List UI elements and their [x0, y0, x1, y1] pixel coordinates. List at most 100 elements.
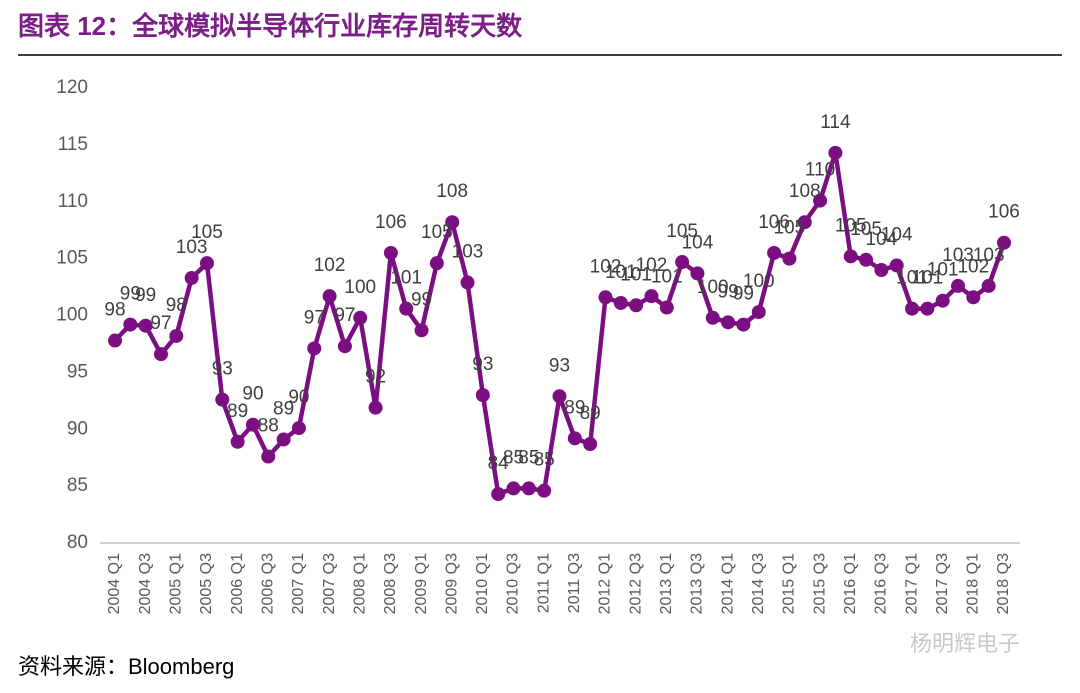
data-label: 97 — [334, 305, 355, 326]
data-label: 103 — [973, 245, 1005, 266]
data-label: 85 — [534, 450, 555, 471]
data-label: 99 — [411, 289, 432, 310]
point — [675, 255, 690, 270]
x-tick-label: 2017 Q3 — [934, 553, 951, 614]
x-tick-label: 2015 Q3 — [811, 553, 828, 614]
watermark: 杨明辉电子 — [910, 631, 1020, 656]
point — [414, 323, 429, 338]
data-label: 92 — [365, 367, 386, 388]
y-tick-label: 90 — [67, 418, 88, 439]
x-tick-label: 2008 Q3 — [382, 553, 399, 614]
x-tick-label: 2010 Q3 — [505, 553, 522, 614]
point — [981, 278, 996, 293]
point — [291, 421, 306, 436]
x-tick-label: 2005 Q1 — [168, 553, 185, 614]
data-label: 99 — [120, 284, 141, 305]
point — [552, 389, 567, 404]
point — [491, 487, 506, 502]
y-tick-label: 105 — [56, 248, 88, 269]
point — [935, 293, 950, 308]
x-tick-label: 2006 Q3 — [259, 553, 276, 614]
data-label: 93 — [472, 354, 493, 375]
point — [889, 258, 904, 273]
data-label: 99 — [718, 281, 739, 302]
x-tick-label: 2007 Q3 — [321, 553, 338, 614]
data-label: 104 — [866, 229, 898, 250]
y-tick-label: 80 — [67, 532, 88, 553]
point — [721, 315, 736, 330]
data-label: 101 — [620, 264, 652, 285]
data-label: 98 — [104, 300, 125, 321]
x-tick-label: 2012 Q1 — [597, 553, 614, 614]
point — [767, 245, 782, 260]
point — [169, 328, 184, 343]
point — [199, 256, 214, 271]
point — [521, 481, 536, 496]
x-tick-label: 2006 Q1 — [229, 553, 246, 614]
x-tick-label: 2012 Q3 — [627, 553, 644, 614]
data-label: 105 — [421, 222, 453, 243]
point — [184, 270, 199, 285]
x-tick-label: 2014 Q1 — [719, 553, 736, 614]
x-tick-label: 2004 Q3 — [137, 553, 154, 614]
point — [368, 400, 383, 415]
point — [598, 290, 613, 305]
point — [123, 317, 138, 332]
point — [859, 252, 874, 267]
point — [782, 251, 797, 266]
point — [460, 275, 475, 290]
data-label: 89 — [227, 401, 248, 422]
point — [920, 301, 935, 316]
data-label: 97 — [304, 308, 325, 329]
x-tick-label: 2007 Q1 — [290, 553, 307, 614]
data-label: 104 — [682, 232, 714, 253]
x-tick-label: 2016 Q3 — [873, 553, 890, 614]
point — [383, 245, 398, 260]
point — [828, 145, 843, 160]
x-tick-label: 2015 Q1 — [781, 553, 798, 614]
point — [905, 301, 920, 316]
point — [659, 300, 674, 315]
y-tick-label: 100 — [56, 305, 88, 326]
data-label: 100 — [697, 277, 729, 298]
x-tick-label: 2009 Q1 — [413, 553, 430, 614]
point — [307, 341, 322, 356]
data-label: 90 — [242, 384, 263, 405]
data-label: 93 — [212, 359, 233, 380]
y-tick-label: 110 — [58, 191, 88, 212]
y-tick-label: 115 — [58, 134, 88, 155]
x-tick-label: 2013 Q3 — [689, 553, 706, 614]
data-label: 84 — [488, 453, 510, 474]
data-label: 105 — [774, 218, 806, 239]
data-label: 105 — [850, 219, 882, 240]
data-label: 85 — [503, 447, 524, 468]
data-label: 102 — [636, 255, 668, 276]
data-label: 105 — [666, 221, 698, 242]
data-label: 101 — [651, 267, 683, 288]
data-label: 105 — [191, 222, 223, 243]
data-label: 99 — [733, 284, 754, 305]
x-tick-label: 2017 Q1 — [903, 553, 920, 614]
data-label: 100 — [344, 277, 376, 298]
x-tick-label: 2005 Q3 — [198, 553, 215, 614]
point — [583, 437, 598, 452]
point — [138, 318, 153, 333]
data-label: 102 — [957, 256, 989, 277]
point — [276, 432, 291, 447]
chart-title: 图表 12：全球模拟半导体行业库存周转天数 — [18, 11, 523, 41]
series-line — [113, 150, 1007, 497]
data-label: 89 — [580, 403, 601, 424]
x-tick-label: 2013 Q1 — [658, 553, 675, 614]
data-label: 101 — [912, 268, 944, 289]
data-label: 97 — [150, 313, 171, 334]
data-label: 101 — [927, 260, 959, 281]
point — [153, 347, 168, 362]
source: 资料来源：Bloomberg — [18, 654, 234, 679]
point — [399, 301, 414, 316]
data-label: 100 — [743, 271, 775, 292]
point — [230, 434, 245, 449]
data-label: 105 — [835, 215, 867, 236]
data-label: 106 — [375, 212, 407, 233]
data-label: 98 — [166, 295, 187, 316]
